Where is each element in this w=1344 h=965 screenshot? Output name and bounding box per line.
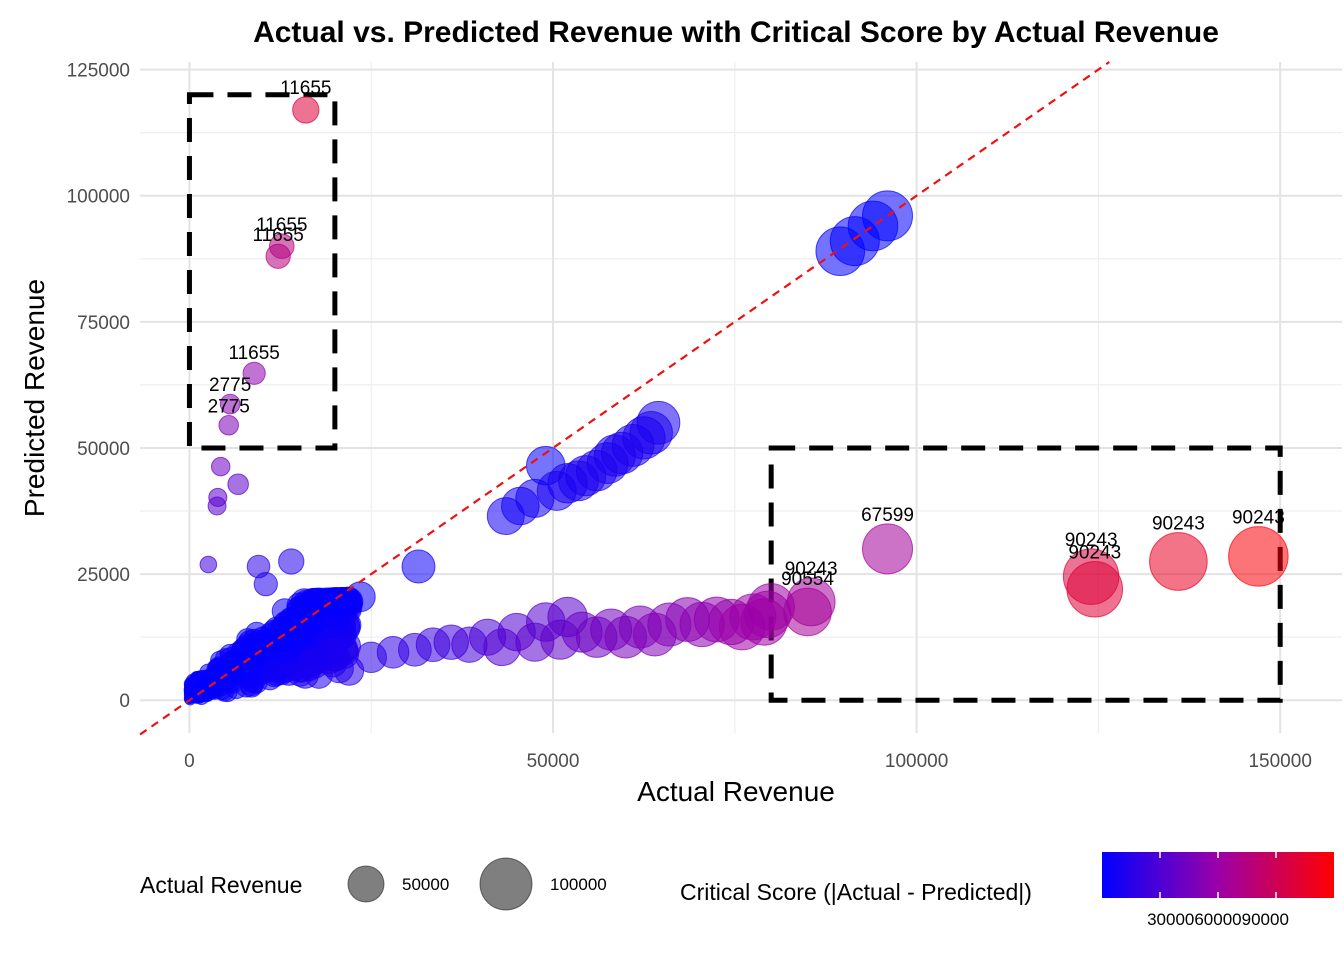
size-legend-circle-small bbox=[347, 865, 385, 903]
data-point bbox=[265, 243, 291, 269]
point-label: 67599 bbox=[861, 505, 914, 526]
reference-line bbox=[139, 61, 1110, 736]
x-axis-title: Actual Revenue bbox=[637, 776, 835, 807]
data-point bbox=[401, 549, 436, 584]
color-legend-labels: 300006000090000 bbox=[1147, 910, 1289, 929]
cluster-point bbox=[296, 649, 324, 677]
cluster-point bbox=[328, 633, 358, 664]
point-label: 90243 bbox=[1065, 530, 1118, 551]
color-legend-title: Critical Score (|Actual - Predicted|) bbox=[680, 879, 1032, 905]
data-point bbox=[862, 190, 914, 242]
x-tick-label: 50000 bbox=[527, 751, 580, 772]
point-label: 90243 bbox=[1232, 508, 1285, 529]
data-point bbox=[199, 555, 218, 574]
grid-lines bbox=[140, 62, 1342, 733]
size-legend: Actual Revenue 50000 100000 bbox=[140, 857, 607, 911]
x-tick-label: 100000 bbox=[885, 751, 948, 772]
x-tick-label: 150000 bbox=[1248, 751, 1311, 772]
data-point bbox=[862, 523, 914, 575]
data-point bbox=[292, 96, 320, 124]
y-axis-title: Predicted Revenue bbox=[19, 279, 50, 517]
point-label: 90243 bbox=[785, 559, 838, 580]
y-tick-label: 25000 bbox=[77, 565, 130, 586]
highlight-box bbox=[186, 92, 338, 451]
data-point bbox=[636, 400, 681, 445]
size-legend-label-small: 50000 bbox=[402, 875, 449, 894]
data-point bbox=[219, 393, 241, 415]
point-label: 11655 bbox=[256, 215, 307, 236]
point-label: 2775 bbox=[209, 375, 251, 396]
size-legend-label-large: 100000 bbox=[550, 875, 607, 894]
data-point bbox=[344, 581, 376, 613]
point-label: 11655 bbox=[252, 225, 303, 246]
cluster-point bbox=[183, 688, 196, 701]
y-tick-label: 50000 bbox=[77, 439, 130, 460]
cluster-point bbox=[261, 662, 287, 688]
point-label: 90243 bbox=[1152, 514, 1205, 535]
size-legend-title: Actual Revenue bbox=[140, 872, 302, 898]
data-point bbox=[218, 415, 239, 436]
highlight-boxes bbox=[186, 92, 1283, 703]
data-point bbox=[253, 572, 278, 597]
point-label: 90243 bbox=[1068, 542, 1121, 563]
data-points bbox=[183, 96, 1289, 706]
data-point bbox=[729, 593, 777, 641]
y-tick-label: 0 bbox=[119, 691, 130, 712]
chart-title: Actual vs. Predicted Revenue with Critic… bbox=[253, 16, 1219, 49]
data-point bbox=[242, 361, 266, 385]
point-label: 90554 bbox=[781, 569, 834, 590]
x-tick-label: 0 bbox=[184, 751, 195, 772]
point-labels: 1165511655116551165527752775675999024390… bbox=[208, 78, 1285, 590]
point-label: 11655 bbox=[228, 343, 279, 364]
data-point bbox=[227, 473, 249, 496]
y-tick-label: 75000 bbox=[77, 313, 130, 334]
reference-line-layer bbox=[139, 61, 1110, 736]
data-point bbox=[278, 548, 305, 575]
color-legend: Critical Score (|Actual - Predicted|) 30… bbox=[680, 852, 1334, 929]
y-tick-label: 125000 bbox=[67, 61, 130, 82]
data-point bbox=[320, 589, 350, 619]
color-legend-bar bbox=[1102, 852, 1334, 898]
data-point bbox=[210, 456, 231, 477]
axis-tick-labels: 0 50000 100000 150000 0 25000 50000 75000 100000… bbox=[67, 61, 1312, 772]
y-tick-label: 100000 bbox=[67, 187, 130, 208]
cluster-point bbox=[269, 626, 295, 653]
point-label: 2775 bbox=[208, 397, 250, 418]
data-point bbox=[1066, 560, 1124, 618]
data-point bbox=[1228, 526, 1289, 587]
data-point bbox=[1149, 532, 1208, 591]
size-legend-circle-large bbox=[479, 857, 533, 911]
data-point bbox=[207, 496, 227, 516]
cluster-point bbox=[246, 638, 270, 662]
point-label: 11655 bbox=[280, 78, 331, 99]
